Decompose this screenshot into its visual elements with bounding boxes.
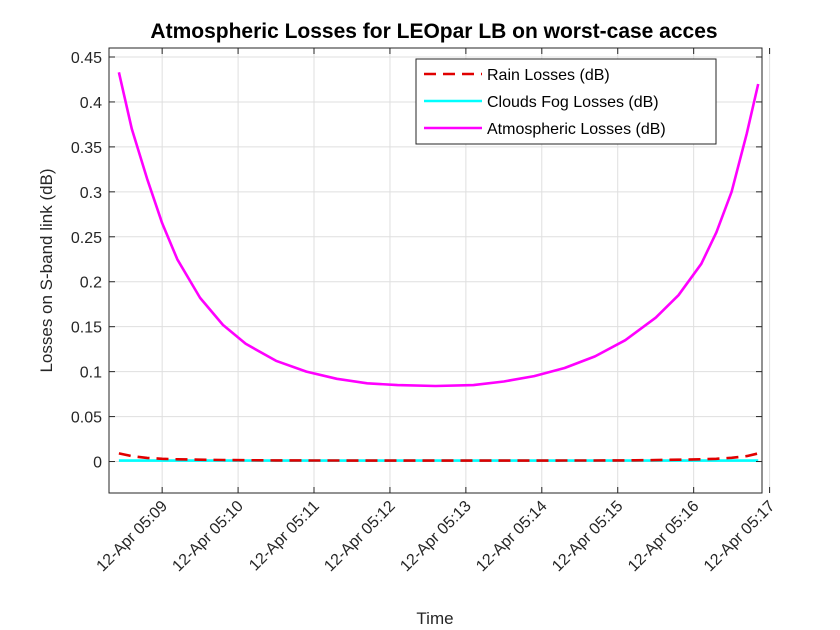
y-tick-label: 0.05 <box>71 410 102 427</box>
y-tick-label: 0 <box>93 455 102 472</box>
chart-title: Atmospheric Losses for LEOpar LB on wors… <box>150 20 717 43</box>
legend-entry-label: Clouds Fog Losses (dB) <box>487 94 659 111</box>
x-axis-label: Time <box>416 609 453 628</box>
y-tick-label: 0.45 <box>71 50 102 67</box>
y-tick-label: 0.25 <box>71 230 102 247</box>
series-line-rain <box>118 452 759 462</box>
y-tick-label: 0.1 <box>80 365 102 382</box>
y-tick-label: 0.2 <box>80 275 102 292</box>
series-lines <box>117 72 760 462</box>
y-tick-label: 0.15 <box>71 320 102 337</box>
y-tick-label: 0.35 <box>71 140 102 157</box>
legend: Rain Losses (dB) Clouds Fog Losses (dB) At… <box>415 58 717 145</box>
y-tick-label: 0.4 <box>80 95 102 112</box>
legend-entry-label: Atmospheric Losses (dB) <box>487 121 666 138</box>
plot-frame <box>108 47 763 494</box>
legend-entry-label: Rain Losses (dB) <box>487 67 610 84</box>
y-tick-label: 0.3 <box>80 185 102 202</box>
y-axis-label: Losses on S-band link (dB) <box>37 168 56 372</box>
series-line-atmospheric <box>117 72 760 388</box>
